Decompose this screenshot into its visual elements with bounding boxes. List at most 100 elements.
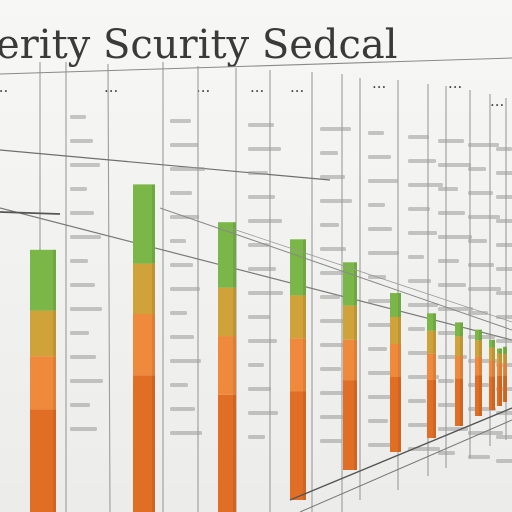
row-text-glyph xyxy=(70,355,96,359)
row-text-glyph xyxy=(408,303,438,307)
row-text-glyph xyxy=(468,359,502,363)
row-text-glyph xyxy=(496,339,512,343)
row-text-glyph xyxy=(438,379,454,383)
row-text-glyph xyxy=(320,319,347,323)
row-text-glyph xyxy=(468,239,487,243)
bar-segment xyxy=(475,340,482,357)
row-text-glyph xyxy=(468,287,501,291)
row-text-glyph xyxy=(496,219,512,223)
bar-stack xyxy=(290,239,306,501)
bar-segment xyxy=(218,287,236,337)
row-text-glyph xyxy=(496,291,512,295)
row-text-glyph xyxy=(408,351,432,355)
bar-stack xyxy=(218,222,236,512)
row-text-glyph xyxy=(70,283,95,287)
row-text-glyph xyxy=(248,219,282,223)
bar-stack xyxy=(489,339,495,410)
row-text-glyph xyxy=(170,263,193,267)
row-text-glyph xyxy=(320,151,338,155)
bar-segment xyxy=(497,353,502,364)
row-text-glyph xyxy=(170,335,194,339)
column-header: ... xyxy=(372,74,386,92)
bar-shade xyxy=(303,239,306,501)
row-text-glyph xyxy=(496,315,512,319)
perspective-line xyxy=(229,227,512,323)
bar-segment xyxy=(455,336,463,356)
row-text-glyph xyxy=(408,279,431,283)
row-text-glyph xyxy=(248,291,283,295)
row-text-glyph xyxy=(70,115,86,119)
bar-series-group xyxy=(30,184,507,512)
bar-stack xyxy=(133,184,155,512)
row-text-glyph xyxy=(468,431,503,435)
row-text-glyph xyxy=(496,243,512,247)
bar-segment xyxy=(30,356,56,410)
bar-shade xyxy=(504,346,507,402)
bar-segment xyxy=(343,380,357,470)
row-text-glyph xyxy=(248,411,278,415)
row-text-glyph xyxy=(70,163,100,167)
row-text-glyph xyxy=(468,455,490,459)
perspective-line xyxy=(299,419,512,512)
row-text-glyph xyxy=(170,431,202,435)
column-header: ... xyxy=(0,78,8,96)
bar-segment xyxy=(218,336,236,395)
bar-segment xyxy=(390,293,401,317)
row-text-glyph xyxy=(438,283,466,287)
row-text-glyph xyxy=(170,239,186,243)
bar-shade xyxy=(492,339,495,410)
row-text-glyph xyxy=(320,295,340,299)
row-text-glyph xyxy=(170,119,191,123)
bar-shade xyxy=(499,348,502,406)
row-text-glyph xyxy=(170,311,187,315)
bar-segment xyxy=(390,377,401,452)
grid-line xyxy=(0,57,512,75)
bar-shade xyxy=(460,322,463,426)
grid-line xyxy=(107,63,111,512)
row-text-glyph xyxy=(320,247,346,251)
row-text-glyph xyxy=(70,427,97,431)
column-header: ... xyxy=(490,92,504,110)
bar-segment xyxy=(390,344,401,377)
column-header: ... xyxy=(196,78,210,96)
row-text-glyph xyxy=(248,267,276,271)
bar-segment xyxy=(475,375,482,416)
row-text-glyph xyxy=(170,191,192,195)
bar-segment xyxy=(218,394,236,512)
row-text-glyph xyxy=(496,171,512,175)
row-text-columns xyxy=(70,115,512,463)
row-text-glyph xyxy=(408,327,425,331)
perspective-lines xyxy=(159,207,512,512)
bar-segment xyxy=(497,348,502,354)
row-text-glyph xyxy=(248,435,265,439)
bar-stack xyxy=(455,322,463,426)
row-text-glyph xyxy=(408,159,436,163)
row-text-glyph xyxy=(170,167,205,171)
row-text-glyph xyxy=(438,451,455,455)
bar-stack xyxy=(30,249,56,512)
column-header: ... xyxy=(104,78,118,96)
row-text-glyph xyxy=(368,347,387,351)
bar-shade xyxy=(433,313,436,438)
row-text-glyph xyxy=(408,207,430,211)
row-text-glyph xyxy=(248,171,268,175)
row-text-glyph xyxy=(320,199,352,203)
row-text-glyph xyxy=(248,195,275,199)
row-text-glyph xyxy=(408,255,424,259)
row-text-glyph xyxy=(70,187,87,191)
bar-segment xyxy=(218,222,236,288)
row-text-glyph xyxy=(170,143,198,147)
bar-segment xyxy=(133,375,155,512)
column-header: ... xyxy=(290,78,304,96)
bar-shade xyxy=(53,249,56,512)
perspective-line xyxy=(159,207,512,331)
row-text-glyph xyxy=(70,235,101,239)
grid-line xyxy=(0,211,61,215)
bar-segment xyxy=(455,322,463,337)
bar-shade xyxy=(233,222,236,512)
bar-stack xyxy=(427,313,436,438)
row-text-glyph xyxy=(408,399,426,403)
bar-segment xyxy=(290,391,306,500)
bar-segment xyxy=(475,356,482,376)
row-text-glyph xyxy=(248,147,281,151)
